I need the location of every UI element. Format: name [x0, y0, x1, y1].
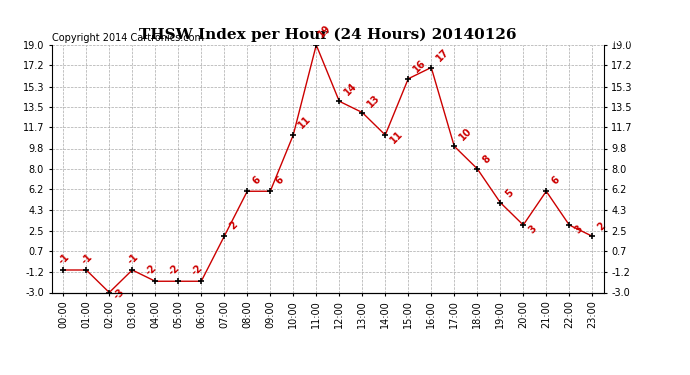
- Text: 6: 6: [274, 175, 286, 187]
- Text: 8: 8: [481, 153, 493, 165]
- Text: 11: 11: [297, 114, 313, 130]
- Text: 10: 10: [457, 126, 474, 143]
- Text: 6: 6: [550, 175, 562, 187]
- Text: -1: -1: [57, 252, 71, 267]
- Text: -1: -1: [126, 252, 140, 267]
- Text: 6: 6: [250, 175, 262, 187]
- Text: 3: 3: [573, 223, 584, 235]
- Text: 11: 11: [388, 129, 405, 145]
- Text: 5: 5: [504, 187, 515, 199]
- Text: -2: -2: [167, 263, 181, 278]
- Text: 14: 14: [343, 81, 359, 98]
- Text: 2: 2: [595, 221, 607, 233]
- Text: 2: 2: [228, 220, 239, 232]
- Text: 13: 13: [366, 93, 382, 109]
- Text: Copyright 2014 Cartronics.com: Copyright 2014 Cartronics.com: [52, 33, 204, 42]
- Text: 19: 19: [316, 23, 333, 39]
- Text: -1: -1: [79, 252, 94, 267]
- Text: -3: -3: [112, 287, 126, 302]
- Text: -2: -2: [190, 263, 204, 278]
- Text: 16: 16: [412, 58, 428, 74]
- Text: 17: 17: [435, 46, 451, 63]
- Text: -2: -2: [144, 263, 159, 278]
- Text: 3: 3: [526, 223, 538, 235]
- Text: THSW  (°F): THSW (°F): [590, 36, 645, 45]
- Title: THSW Index per Hour (24 Hours) 20140126: THSW Index per Hour (24 Hours) 20140126: [139, 28, 517, 42]
